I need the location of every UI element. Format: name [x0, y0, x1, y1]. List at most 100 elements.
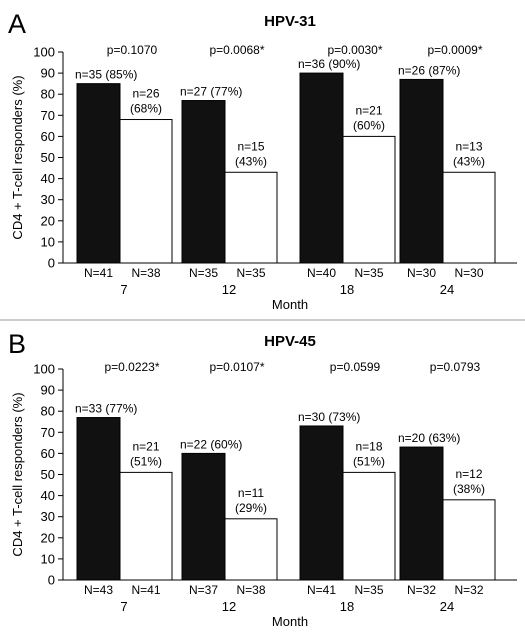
- bar-data-label: (43%): [453, 154, 485, 168]
- n-total-label: N=32: [454, 583, 483, 597]
- y-tick-label: 100: [33, 45, 55, 60]
- x-tick-label: 12: [222, 599, 236, 614]
- bar-responders-white: [442, 171, 496, 264]
- bar-responders-white: [442, 499, 496, 581]
- bar-data-label: n=18: [355, 439, 382, 453]
- y-tick-label: 70: [41, 425, 55, 440]
- x-tick-label: 7: [120, 282, 127, 297]
- bar-data-label: n=27 (77%): [180, 85, 242, 99]
- bar-responders-black: [181, 100, 226, 264]
- x-axis-title: Month: [272, 614, 308, 629]
- y-tick-label: 40: [41, 488, 55, 503]
- n-total-label: N=35: [236, 266, 265, 280]
- p-value-label: p=0.0009*: [427, 43, 482, 57]
- bar-responders-white: [119, 119, 173, 264]
- bar-data-label: (29%): [235, 501, 267, 515]
- bar-responders-black: [399, 78, 444, 264]
- bar-data-label: n=20 (63%): [398, 431, 460, 445]
- bar-data-label: n=22 (60%): [180, 437, 242, 451]
- bar-data-label: n=21: [355, 103, 382, 117]
- y-tick-label: 10: [41, 551, 55, 566]
- n-total-label: N=41: [131, 583, 160, 597]
- y-tick-label: 40: [41, 171, 55, 186]
- bar-responders-white: [342, 471, 396, 581]
- n-total-label: N=40: [307, 266, 336, 280]
- p-value-label: p=0.0068*: [209, 43, 264, 57]
- chart-title: HPV-31: [264, 13, 316, 30]
- n-total-label: N=35: [354, 583, 383, 597]
- x-tick-label: 24: [440, 599, 454, 614]
- p-value-label: p=0.1070: [107, 43, 158, 57]
- bar-data-label: (38%): [453, 482, 485, 496]
- y-tick-label: 90: [41, 383, 55, 398]
- x-tick-label: 7: [120, 599, 127, 614]
- bar-data-label: n=15: [237, 139, 264, 153]
- panel-letter: A: [8, 9, 26, 39]
- bar-data-label: n=35 (85%): [75, 68, 137, 82]
- y-tick-label: 80: [41, 404, 55, 419]
- bar-data-label: (60%): [353, 118, 385, 132]
- bar-data-label: n=12: [455, 467, 482, 481]
- bar-responders-black: [299, 72, 344, 264]
- bar-data-label: (43%): [235, 154, 267, 168]
- bar-data-label: (51%): [353, 454, 385, 468]
- bar-data-label: n=26 (87%): [398, 63, 460, 77]
- x-tick-label: 24: [440, 282, 454, 297]
- x-tick-label: 18: [340, 282, 354, 297]
- y-tick-label: 100: [33, 362, 55, 377]
- n-total-label: N=38: [236, 583, 265, 597]
- p-value-label: p=0.0107*: [209, 360, 264, 374]
- n-total-label: N=41: [307, 583, 336, 597]
- bar-responders-white: [224, 171, 278, 264]
- bar-data-label: n=36 (90%): [298, 57, 360, 71]
- panel-a: A HPV-31 0 10 20 30 40 50 60 70 80 90 100 CD4 + T-cel…: [8, 9, 517, 312]
- bar-data-label: n=13: [455, 139, 482, 153]
- y-tick-label: 20: [41, 530, 55, 545]
- y-tick-label: 0: [48, 573, 55, 588]
- n-total-label: N=30: [454, 266, 483, 280]
- bar-responders-white: [224, 518, 278, 581]
- bar-data-label: n=21: [132, 439, 159, 453]
- bar-responders-white: [119, 471, 173, 581]
- bar-data-label: (68%): [130, 102, 162, 116]
- panel-b: B HPV-45 0 10 20 30 40 50 60 70 80 90 100 CD4 + T-cel…: [8, 329, 517, 629]
- n-total-label: N=32: [407, 583, 436, 597]
- bar-data-label: (51%): [130, 454, 162, 468]
- p-value-label: p=0.0030*: [327, 43, 382, 57]
- bar-data-label: n=26: [132, 87, 159, 101]
- bar-responders-black: [76, 83, 121, 264]
- bar-data-label: n=11: [238, 486, 264, 500]
- n-total-label: N=37: [189, 583, 218, 597]
- y-tick-label: 60: [41, 446, 55, 461]
- n-total-label: N=35: [354, 266, 383, 280]
- x-axis-title: Month: [272, 297, 308, 312]
- y-tick-label: 30: [41, 192, 55, 207]
- n-total-label: N=35: [189, 266, 218, 280]
- y-tick-label: 30: [41, 509, 55, 524]
- n-total-label: N=43: [84, 583, 113, 597]
- p-value-label: p=0.0793: [430, 360, 481, 374]
- y-tick-label: 60: [41, 129, 55, 144]
- y-axis-title: CD4 + T-cell responders (%): [10, 75, 25, 239]
- y-tick-label: 20: [41, 213, 55, 228]
- p-value-label: p=0.0223*: [104, 360, 159, 374]
- y-tick-label: 80: [41, 87, 55, 102]
- bar-data-label: n=33 (77%): [75, 402, 137, 416]
- p-value-label: p=0.0599: [330, 360, 381, 374]
- bar-responders-white: [342, 135, 396, 264]
- bar-responders-black: [76, 417, 121, 581]
- n-total-label: N=41: [84, 266, 113, 280]
- bar-responders-black: [181, 452, 226, 581]
- x-tick-label: 18: [340, 599, 354, 614]
- bar-data-label: n=30 (73%): [298, 410, 360, 424]
- n-total-label: N=38: [131, 266, 160, 280]
- y-axis-title: CD4 + T-cell responders (%): [10, 392, 25, 556]
- y-tick-label: 10: [41, 234, 55, 249]
- y-tick-label: 50: [41, 467, 55, 482]
- bar-responders-black: [399, 446, 444, 581]
- y-tick-label: 90: [41, 66, 55, 81]
- y-tick-label: 50: [41, 150, 55, 165]
- bar-responders-black: [299, 425, 344, 581]
